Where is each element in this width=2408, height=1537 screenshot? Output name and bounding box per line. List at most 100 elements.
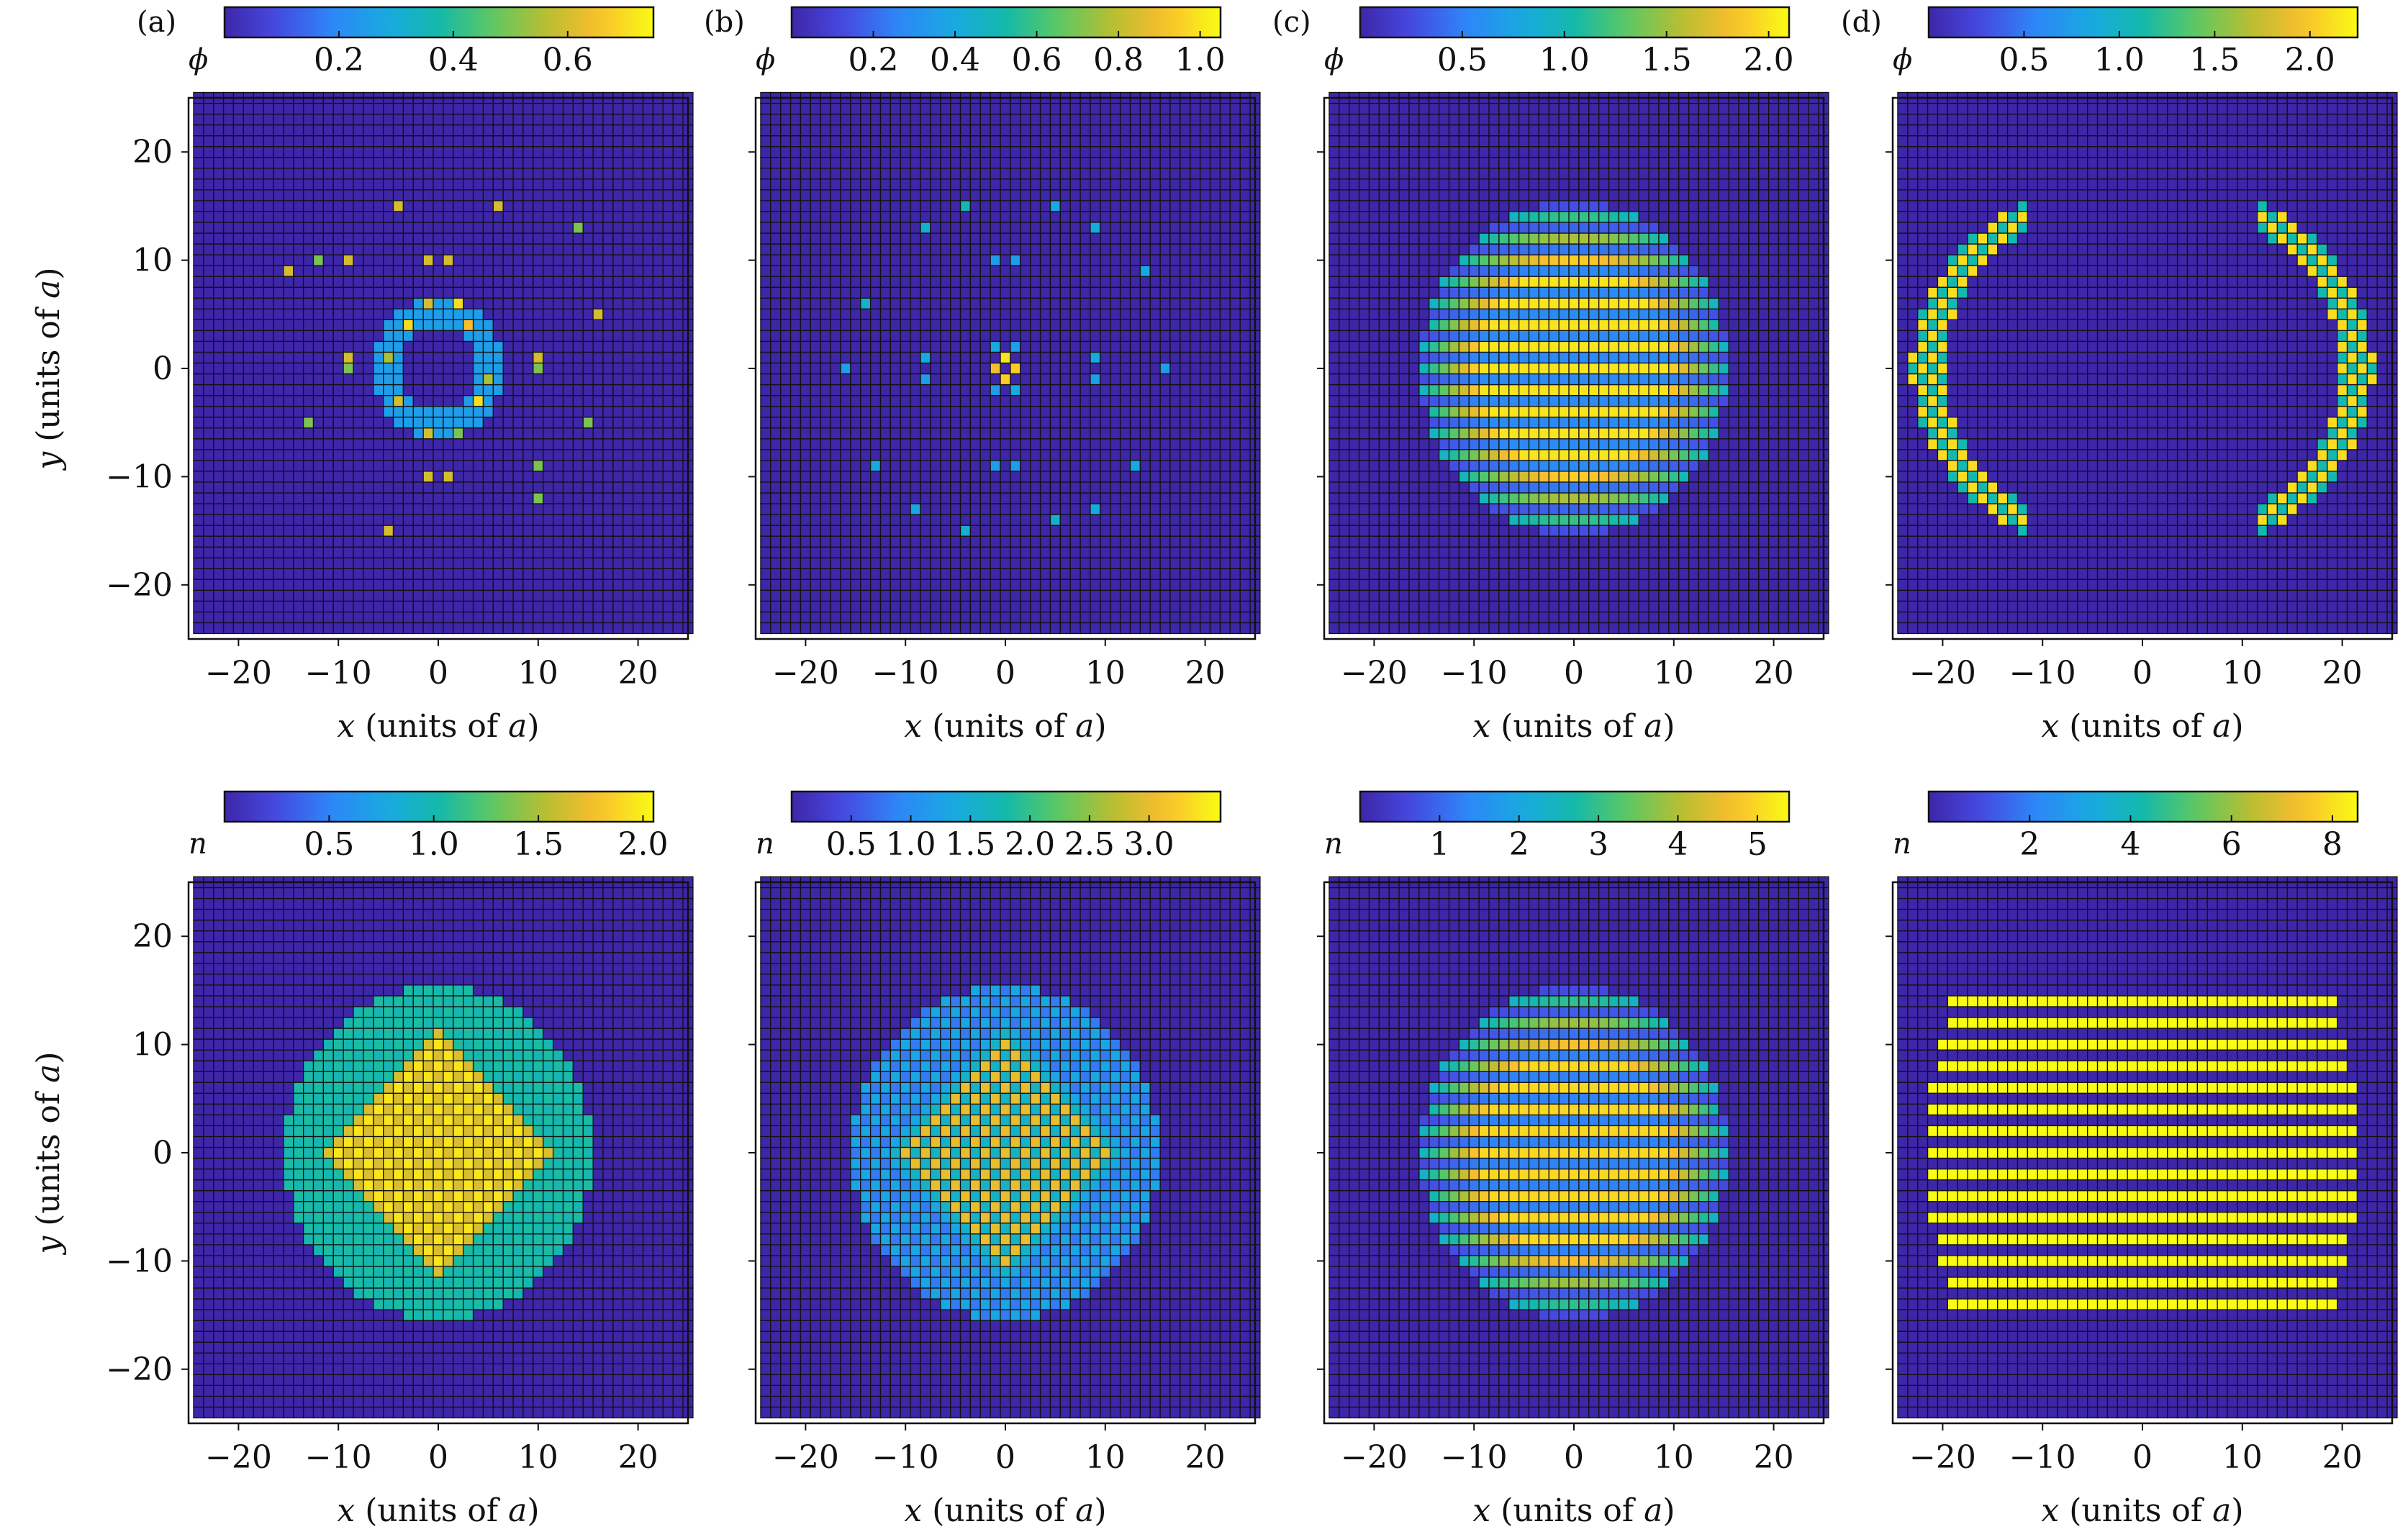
heatmap-cell	[394, 525, 404, 536]
heatmap-cell	[374, 622, 384, 633]
heatmap-cell	[353, 190, 363, 201]
heatmap-cell	[483, 590, 493, 601]
heatmap-cell	[314, 190, 324, 201]
heatmap-cell	[543, 536, 553, 547]
heatmap-cell	[403, 298, 413, 309]
heatmap-cell	[433, 190, 443, 201]
heatmap-cell	[503, 363, 513, 373]
heatmap-cell	[374, 341, 384, 352]
heatmap-cell	[374, 179, 384, 190]
heatmap-cell	[263, 233, 273, 244]
heatmap-cell	[413, 330, 423, 341]
heatmap-cell	[463, 244, 474, 255]
heatmap-cell	[573, 244, 583, 255]
heatmap-cell	[453, 179, 463, 190]
heatmap-cell	[603, 558, 613, 568]
heatmap-cell	[443, 266, 453, 276]
heatmap-cell	[363, 396, 374, 407]
heatmap-cell	[593, 147, 603, 158]
heatmap-cell	[323, 536, 333, 547]
heatmap-cell	[553, 504, 563, 514]
heatmap-cell	[343, 536, 353, 547]
heatmap-cell	[194, 104, 204, 114]
heatmap-cell	[583, 601, 593, 612]
heatmap-cell	[263, 385, 273, 396]
heatmap-cell	[284, 385, 294, 396]
heatmap-cell	[453, 298, 463, 309]
heatmap-cell	[573, 428, 583, 439]
heatmap-cell	[394, 244, 404, 255]
heatmap-cell	[433, 439, 443, 450]
heatmap-cell	[593, 201, 603, 212]
heatmap-cell	[443, 319, 453, 330]
heatmap-cell	[323, 450, 333, 461]
heatmap-cell	[583, 341, 593, 352]
heatmap-cell	[553, 201, 563, 212]
heatmap-cell	[443, 568, 453, 579]
heatmap-cell	[453, 309, 463, 319]
heatmap-cell	[284, 266, 294, 276]
heatmap-cell	[323, 190, 333, 201]
heatmap-cell	[294, 428, 304, 439]
heatmap-cell	[463, 363, 474, 373]
heatmap-cell	[214, 558, 224, 568]
heatmap-cell	[423, 396, 433, 407]
heatmap-cell	[224, 276, 234, 287]
heatmap-cell	[573, 298, 583, 309]
heatmap-cell	[384, 341, 394, 352]
heatmap-cell	[513, 179, 523, 190]
heatmap-cell	[204, 363, 214, 373]
heatmap-cell	[273, 255, 284, 266]
heatmap-cell	[423, 504, 433, 514]
heatmap-cell	[483, 125, 493, 136]
heatmap-cell	[593, 439, 603, 450]
heatmap-cell	[563, 622, 574, 633]
heatmap-cell	[253, 201, 263, 212]
heatmap-cell	[263, 547, 273, 558]
heatmap-cell	[433, 482, 443, 493]
heatmap-cell	[294, 374, 304, 385]
heatmap-cell	[433, 298, 443, 309]
heatmap-cell	[363, 536, 374, 547]
heatmap-cell	[194, 407, 204, 417]
heatmap-cell	[513, 298, 523, 309]
heatmap-cell	[353, 450, 363, 461]
heatmap-cell	[384, 212, 394, 222]
heatmap-cell	[243, 201, 253, 212]
heatmap-cell	[243, 330, 253, 341]
heatmap-cell	[563, 558, 574, 568]
heatmap-cell	[214, 396, 224, 407]
heatmap-cell	[563, 514, 574, 525]
heatmap-cell	[384, 190, 394, 201]
heatmap-cell	[583, 525, 593, 536]
heatmap-cell	[603, 276, 613, 287]
heatmap-cell	[333, 590, 343, 601]
heatmap-cell	[204, 558, 214, 568]
heatmap-cell	[453, 190, 463, 201]
heatmap-cell	[343, 525, 353, 536]
heatmap-cell	[323, 622, 333, 633]
heatmap-cell	[523, 579, 533, 590]
heatmap-cell	[343, 612, 353, 622]
heatmap-cell	[503, 558, 513, 568]
heatmap-cell	[304, 212, 314, 222]
heatmap-cell	[523, 276, 533, 287]
heatmap-cell	[323, 363, 333, 373]
heatmap-cell	[304, 568, 314, 579]
heatmap-cell	[474, 168, 484, 179]
heatmap-cell	[343, 493, 353, 504]
heatmap-cell	[273, 330, 284, 341]
heatmap-cell	[433, 558, 443, 568]
heatmap-cell	[603, 319, 613, 330]
heatmap-cell	[253, 147, 263, 158]
heatmap-cell	[583, 298, 593, 309]
heatmap-cell	[353, 125, 363, 136]
heatmap-cell	[503, 104, 513, 114]
heatmap-cell	[263, 536, 273, 547]
heatmap-cell	[233, 547, 243, 558]
heatmap-cell	[433, 341, 443, 352]
heatmap-cell	[423, 622, 433, 633]
heatmap-cell	[413, 104, 423, 114]
heatmap-cell	[284, 536, 294, 547]
heatmap-cell	[573, 114, 583, 125]
